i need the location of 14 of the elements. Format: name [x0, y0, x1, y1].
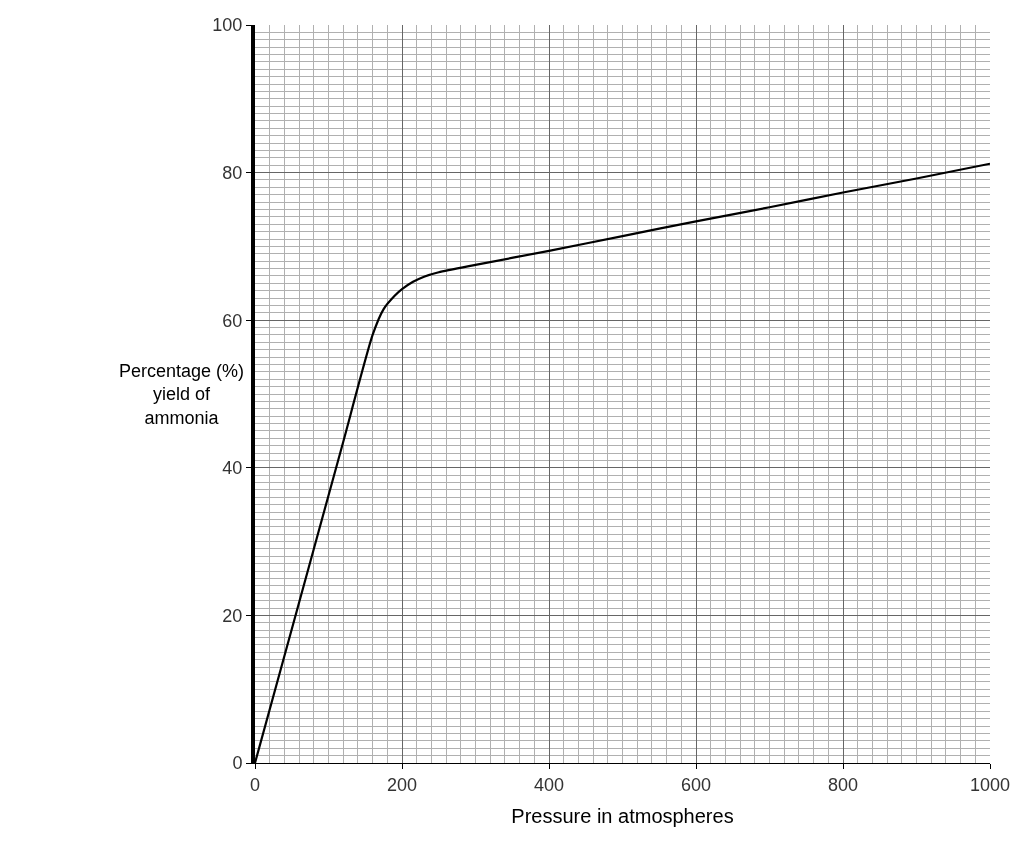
y-tick-label: 80: [222, 162, 243, 183]
x-tick-label: 800: [827, 774, 859, 795]
y-tick-label: 0: [232, 753, 243, 774]
y-tick-label: 40: [222, 458, 243, 479]
y-axis-title: Percentage (%) yield of ammonia: [119, 361, 245, 428]
y-tick-label: 60: [222, 310, 243, 331]
x-tick-label: 600: [680, 774, 712, 795]
x-tick-label: 200: [386, 774, 418, 795]
y-tick-label: 20: [222, 605, 243, 626]
x-tick-label: 0: [249, 774, 261, 795]
y-tick-label: 100: [212, 15, 243, 36]
x-axis-title: Pressure in atmospheres: [511, 805, 734, 828]
x-tick-label: 400: [533, 774, 565, 795]
x-tick-label: 1000: [969, 774, 1011, 795]
